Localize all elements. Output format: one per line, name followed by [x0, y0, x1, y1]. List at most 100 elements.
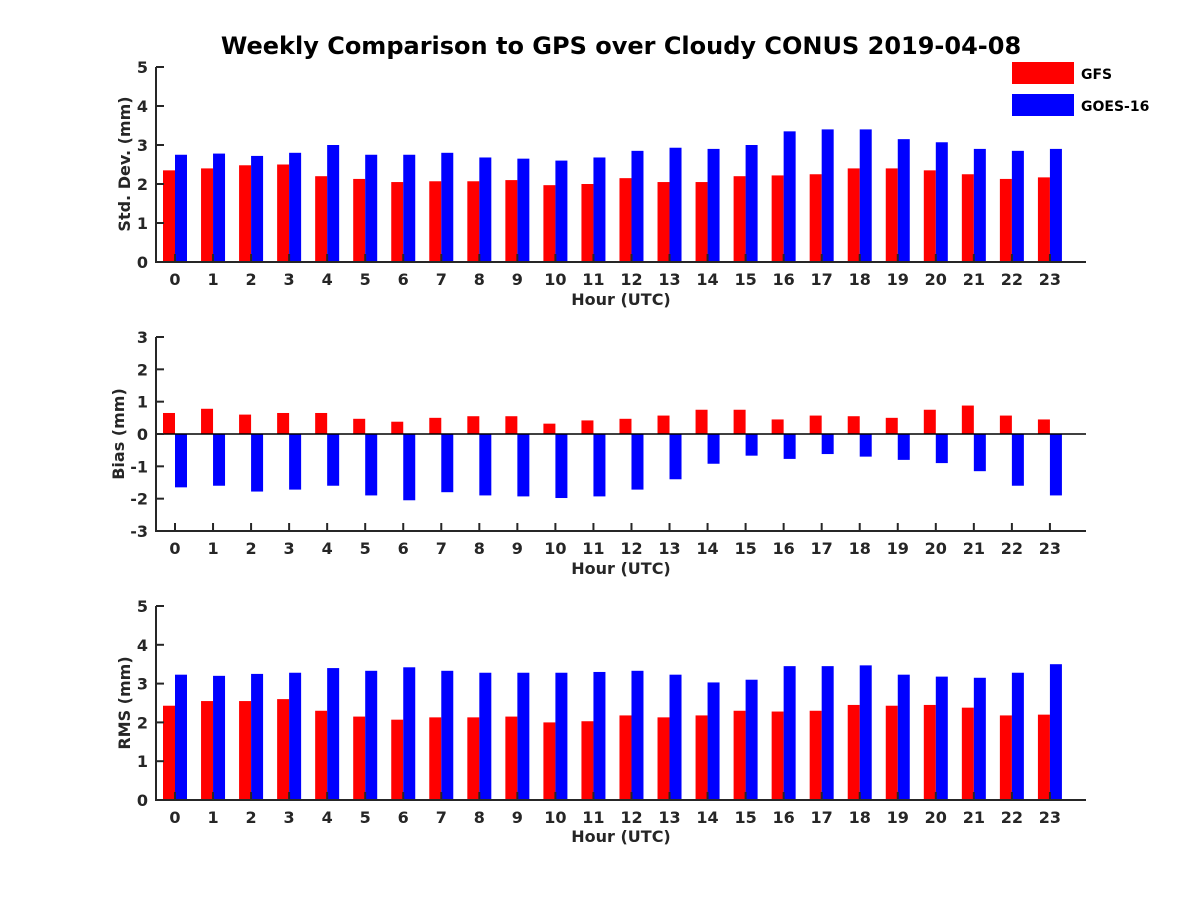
- bar-std-dev-goes16-21: [973, 148, 986, 262]
- bar-bias-goes16-8: [479, 434, 492, 496]
- x-tick-label-std-dev-8: 8: [474, 270, 485, 289]
- bar-std-dev-gfs-17: [809, 174, 822, 262]
- bar-rms-gfs-23: [1037, 714, 1050, 800]
- y-tick-label-bias--2: -2: [130, 490, 148, 509]
- bar-rms-goes16-16: [783, 666, 796, 800]
- legend-swatch-goes16: [1012, 94, 1074, 116]
- bar-rms-gfs-4: [315, 710, 328, 800]
- x-tick-label-std-dev-4: 4: [322, 270, 333, 289]
- bar-std-dev-gfs-12: [619, 178, 632, 262]
- bar-rms-gfs-19: [885, 705, 898, 800]
- x-tick-label-bias-17: 17: [811, 539, 833, 558]
- bar-bias-goes16-12: [631, 434, 644, 490]
- bar-rms-goes16-23: [1049, 664, 1062, 800]
- x-tick-label-bias-4: 4: [322, 539, 333, 558]
- bar-std-dev-gfs-6: [391, 182, 404, 262]
- bar-bias-gfs-21: [961, 405, 974, 434]
- panel-std-dev-ylabel: Std. Dev. (mm): [115, 96, 134, 231]
- x-tick-label-bias-12: 12: [620, 539, 642, 558]
- x-tick-label-std-dev-3: 3: [284, 270, 295, 289]
- bar-bias-gfs-0: [163, 412, 175, 434]
- y-tick-label-rms-3: 3: [137, 675, 148, 694]
- bar-std-dev-goes16-3: [289, 152, 302, 262]
- bar-std-dev-goes16-4: [327, 145, 340, 262]
- bar-bias-goes16-21: [973, 434, 986, 472]
- bar-std-dev-goes16-17: [821, 129, 834, 262]
- bar-rms-goes16-20: [935, 676, 948, 800]
- bar-std-dev-gfs-9: [505, 180, 518, 262]
- bar-rms-goes16-3: [289, 672, 302, 800]
- bar-bias-gfs-20: [923, 409, 936, 434]
- bar-rms-gfs-15: [733, 710, 746, 800]
- x-tick-label-bias-2: 2: [246, 539, 257, 558]
- bar-std-dev-gfs-22: [999, 178, 1012, 262]
- chart-title: Weekly Comparison to GPS over Cloudy CON…: [221, 32, 1021, 60]
- x-tick-label-std-dev-1: 1: [207, 270, 218, 289]
- legend-label-goes16: GOES-16: [1081, 99, 1149, 115]
- x-tick-label-std-dev-14: 14: [696, 270, 718, 289]
- bar-bias-gfs-22: [999, 415, 1012, 434]
- bar-rms-goes16-1: [213, 675, 226, 800]
- x-tick-label-rms-22: 22: [1001, 808, 1023, 827]
- bar-rms-goes16-22: [1011, 672, 1024, 800]
- bar-std-dev-gfs-21: [961, 174, 974, 262]
- bar-rms-gfs-11: [581, 721, 594, 800]
- bar-rms-goes16-14: [707, 682, 720, 800]
- x-tick-label-bias-5: 5: [360, 539, 371, 558]
- x-tick-label-bias-11: 11: [582, 539, 604, 558]
- bar-rms-goes16-11: [593, 671, 606, 800]
- y-tick-label-std-dev-1: 1: [137, 214, 148, 233]
- x-tick-label-std-dev-23: 23: [1039, 270, 1061, 289]
- bar-std-dev-gfs-14: [695, 182, 708, 262]
- x-tick-label-rms-17: 17: [811, 808, 833, 827]
- bar-rms-gfs-7: [429, 717, 442, 800]
- bar-rms-goes16-17: [821, 666, 834, 800]
- bar-rms-gfs-17: [809, 710, 822, 800]
- bar-bias-gfs-13: [657, 415, 670, 434]
- bar-std-dev-goes16-0: [175, 154, 187, 262]
- bar-std-dev-goes16-15: [745, 145, 758, 262]
- bar-bias-gfs-15: [733, 409, 746, 434]
- bar-bias-goes16-17: [821, 434, 834, 455]
- bar-bias-goes16-0: [175, 434, 187, 488]
- bar-bias-gfs-3: [277, 412, 290, 434]
- bar-bias-gfs-8: [467, 416, 480, 434]
- bar-rms-goes16-10: [555, 672, 568, 800]
- bar-rms-gfs-10: [543, 722, 556, 800]
- x-tick-label-rms-5: 5: [360, 808, 371, 827]
- x-tick-label-bias-3: 3: [284, 539, 295, 558]
- y-tick-label-rms-1: 1: [137, 752, 148, 771]
- y-tick-label-bias-3: 3: [137, 328, 148, 347]
- bar-bias-gfs-16: [771, 419, 784, 434]
- x-tick-label-rms-21: 21: [963, 808, 985, 827]
- bar-std-dev-goes16-5: [365, 154, 378, 262]
- legend: GFS GOES-16: [1012, 62, 1149, 116]
- panel-std-dev-xlabel: Hour (UTC): [571, 290, 671, 309]
- bar-rms-gfs-16: [771, 711, 784, 800]
- x-tick-label-rms-19: 19: [887, 808, 909, 827]
- x-tick-label-bias-9: 9: [512, 539, 523, 558]
- bar-rms-goes16-19: [897, 674, 910, 800]
- x-tick-label-std-dev-7: 7: [436, 270, 447, 289]
- bar-std-dev-goes16-12: [631, 150, 644, 262]
- bar-rms-gfs-3: [277, 699, 290, 800]
- bar-rms-gfs-13: [657, 717, 670, 800]
- x-tick-label-std-dev-0: 0: [169, 270, 180, 289]
- bar-rms-goes16-13: [669, 674, 682, 800]
- x-tick-label-rms-8: 8: [474, 808, 485, 827]
- y-tick-label-bias--1: -1: [130, 457, 148, 476]
- bar-bias-goes16-5: [365, 434, 378, 496]
- y-tick-label-rms-2: 2: [137, 713, 148, 732]
- x-tick-label-rms-4: 4: [322, 808, 333, 827]
- x-tick-label-rms-3: 3: [284, 808, 295, 827]
- bar-std-dev-goes16-16: [783, 131, 796, 262]
- bar-rms-gfs-21: [961, 707, 974, 800]
- y-tick-label-std-dev-2: 2: [137, 175, 148, 194]
- x-tick-label-rms-9: 9: [512, 808, 523, 827]
- bar-rms-goes16-18: [859, 665, 872, 800]
- bar-std-dev-goes16-22: [1011, 150, 1024, 262]
- bar-std-dev-goes16-2: [251, 155, 264, 262]
- bar-std-dev-goes16-18: [859, 129, 872, 262]
- bar-std-dev-gfs-8: [467, 181, 480, 262]
- x-tick-label-rms-7: 7: [436, 808, 447, 827]
